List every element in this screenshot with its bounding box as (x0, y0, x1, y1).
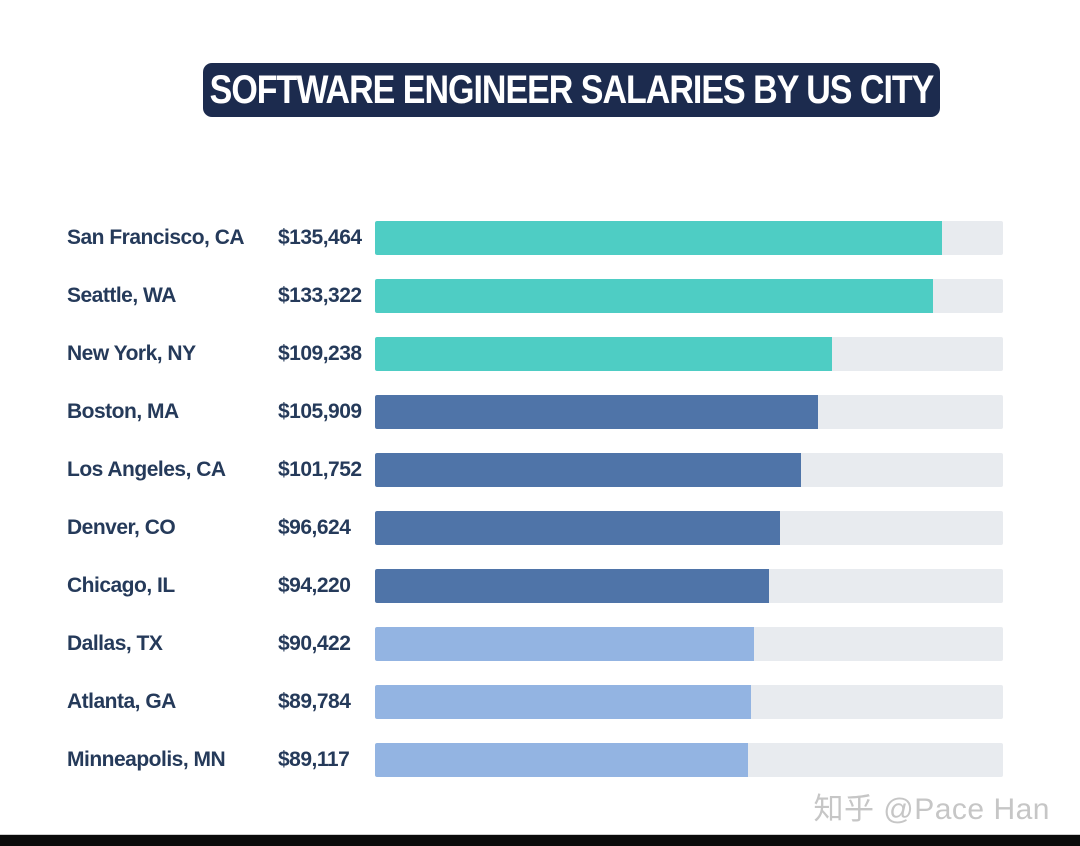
bar-track (375, 279, 1003, 313)
chart-rows: San Francisco, CA $135,464 Seattle, WA $… (67, 209, 1003, 789)
chart-title: SOFTWARE ENGINEER SALARIES BY US CITY (209, 66, 935, 112)
row-city-label: Chicago, IL (67, 574, 175, 597)
chart-row: Dallas, TX $90,422 (67, 615, 1003, 673)
bar-track (375, 337, 1003, 371)
chart-row: Chicago, IL $94,220 (67, 557, 1003, 615)
bar-fill (375, 337, 833, 371)
bar-fill (375, 511, 780, 545)
row-city-label: Atlanta, GA (67, 690, 176, 713)
bar-fill (375, 221, 943, 255)
row-city-label: Denver, CO (67, 516, 176, 539)
bar-fill (375, 685, 751, 719)
bar-fill (375, 279, 934, 313)
chart-row: New York, NY $109,238 (67, 325, 1003, 383)
row-value-label: $89,117 (278, 748, 350, 771)
row-value-label: $101,752 (278, 458, 362, 481)
bar-fill (375, 395, 819, 429)
chart-row: Los Angeles, CA $101,752 (67, 441, 1003, 499)
row-city-label: Dallas, TX (67, 632, 163, 655)
row-value-label: $90,422 (278, 632, 351, 655)
row-city-label: Boston, MA (67, 400, 179, 423)
chart-row: Boston, MA $105,909 (67, 383, 1003, 441)
row-value-label: $133,322 (278, 284, 362, 307)
chart-row: Atlanta, GA $89,784 (67, 673, 1003, 731)
row-city-label: Minneapolis, MN (67, 748, 226, 771)
bar-track (375, 743, 1003, 777)
chart-row: Minneapolis, MN $89,117 (67, 731, 1003, 789)
bar-fill (375, 569, 770, 603)
bar-track (375, 627, 1003, 661)
chart-row: Denver, CO $96,624 (67, 499, 1003, 557)
row-value-label: $135,464 (278, 226, 362, 249)
watermark: 知乎 @Pace Han (813, 793, 1050, 826)
chart-row: San Francisco, CA $135,464 (67, 209, 1003, 267)
row-city-label: New York, NY (67, 342, 196, 365)
row-value-label: $105,909 (278, 400, 362, 423)
row-value-label: $96,624 (278, 516, 351, 539)
row-value-label: $94,220 (278, 574, 351, 597)
row-value-label: $109,238 (278, 342, 362, 365)
bar-track (375, 221, 1003, 255)
bar-track (375, 453, 1003, 487)
chart-row: Seattle, WA $133,322 (67, 267, 1003, 325)
bar-track (375, 569, 1003, 603)
bar-fill (375, 743, 749, 777)
bar-fill (375, 627, 754, 661)
bar-track (375, 395, 1003, 429)
row-city-label: Los Angeles, CA (67, 458, 226, 481)
row-city-label: Seattle, WA (67, 284, 176, 307)
row-value-label: $89,784 (278, 690, 351, 713)
bar-track (375, 685, 1003, 719)
bottom-letterbox-bar (0, 834, 1080, 846)
bar-fill (375, 453, 801, 487)
row-city-label: San Francisco, CA (67, 226, 245, 249)
bar-track (375, 511, 1003, 545)
title-banner: SOFTWARE ENGINEER SALARIES BY US CITY (203, 63, 940, 117)
